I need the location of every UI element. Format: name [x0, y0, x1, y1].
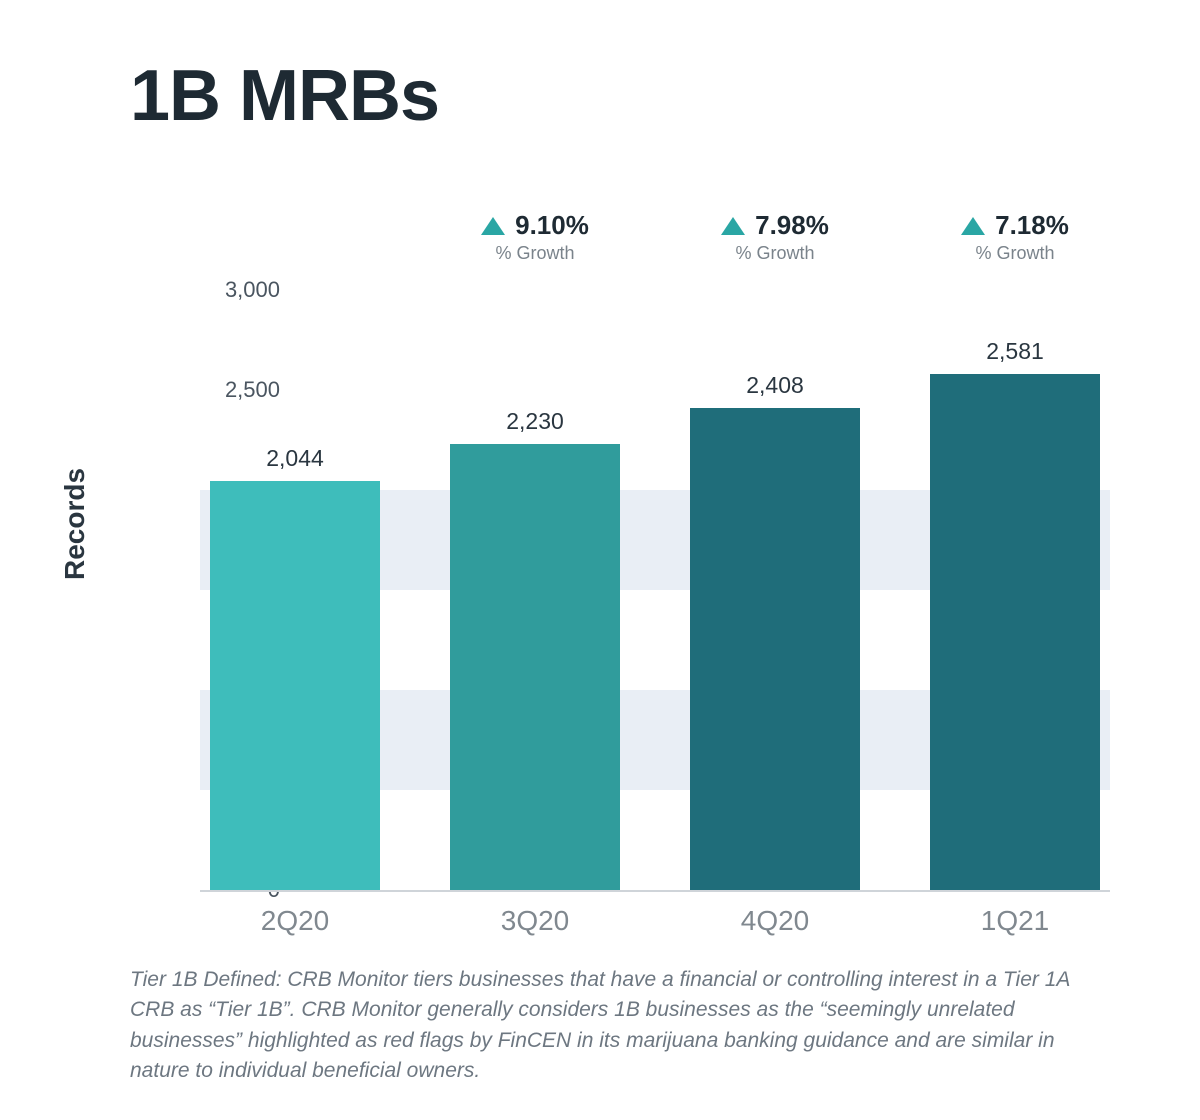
bar-value-label: 2,230: [450, 408, 620, 435]
chart-title: 1B MRBs: [130, 55, 439, 137]
x-axis-line: [200, 890, 1110, 892]
growth-pct: 9.10%: [515, 210, 589, 241]
triangle-up-icon: [721, 217, 745, 235]
growth-indicator: 7.18%% Growth: [925, 210, 1105, 264]
footnote-text: Tier 1B Defined: CRB Monitor tiers busin…: [130, 965, 1090, 1087]
growth-sub-label: % Growth: [445, 243, 625, 264]
chart-plot-area: 2,044 2,230 2,408 2,581: [200, 290, 1110, 890]
x-tick-label: 3Q20: [450, 905, 620, 937]
x-tick-label: 4Q20: [690, 905, 860, 937]
bar-value-label: 2,044: [210, 445, 380, 472]
bar: 2,408: [690, 408, 860, 890]
growth-indicator: 9.10%% Growth: [445, 210, 625, 264]
bar: 2,581: [930, 374, 1100, 890]
growth-indicator: 7.98%% Growth: [685, 210, 865, 264]
bar-value-label: 2,408: [690, 372, 860, 399]
bar: 2,044: [210, 481, 380, 890]
growth-pct: 7.98%: [755, 210, 829, 241]
growth-sub-label: % Growth: [925, 243, 1105, 264]
growth-sub-label: % Growth: [685, 243, 865, 264]
growth-pct: 7.18%: [995, 210, 1069, 241]
x-tick-label: 1Q21: [930, 905, 1100, 937]
x-tick-label: 2Q20: [210, 905, 380, 937]
triangle-up-icon: [961, 217, 985, 235]
bar-value-label: 2,581: [930, 338, 1100, 365]
y-axis-label: Records: [59, 468, 91, 580]
bar: 2,230: [450, 444, 620, 890]
triangle-up-icon: [481, 217, 505, 235]
